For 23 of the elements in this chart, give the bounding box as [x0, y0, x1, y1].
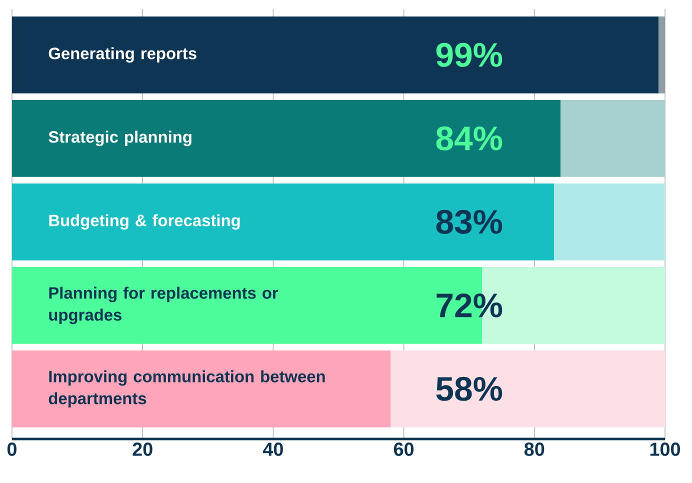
- x-tick-label: 40: [262, 442, 283, 456]
- bar: [554, 184, 666, 260]
- y-tick-label: Strategic planning: [48, 130, 192, 146]
- y-tick-label: Planning for replacements or upgrades: [49, 286, 278, 324]
- data-label: 84%: [436, 126, 502, 150]
- x-tick-label: 60: [394, 442, 414, 456]
- x-tick-label: 80: [524, 442, 544, 456]
- bar: [12, 184, 554, 260]
- data-label: 58%: [436, 376, 502, 401]
- y-tick-label: Improving communication between departments: [48, 370, 325, 408]
- bar: [658, 16, 666, 94]
- x-tick-label: 20: [132, 442, 152, 456]
- y-tick-label: Budgeting & forecasting: [49, 214, 240, 230]
- x-tick-label: 100: [650, 442, 680, 456]
- data-label: 99%: [436, 42, 502, 67]
- y-tick-label: Generating reports: [48, 47, 196, 63]
- bar: [390, 350, 666, 428]
- bar: [560, 100, 666, 177]
- x-tick-label: 0: [7, 442, 16, 456]
- bar: [12, 100, 561, 177]
- data-label: 83%: [436, 210, 502, 234]
- bar: [12, 350, 391, 428]
- bar: [12, 16, 658, 94]
